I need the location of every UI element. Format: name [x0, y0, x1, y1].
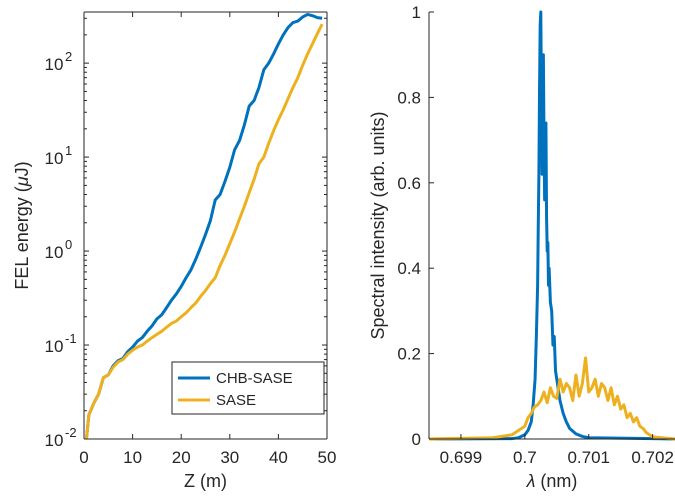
- y-tick-label: 0.8: [397, 88, 421, 107]
- x-tick-label: 0: [79, 448, 88, 467]
- legend-label: SASE: [216, 392, 256, 409]
- x-axis-label: Z (m): [184, 471, 227, 491]
- y-tick-label: 0.2: [397, 345, 421, 364]
- y-tick-label: 10: [45, 55, 64, 74]
- y-axis-label-part: J): [12, 161, 32, 176]
- y-tick-label: 0.4: [397, 259, 421, 278]
- x-tick-label: 20: [172, 448, 191, 467]
- y-axis-label: Spectral intensity (arb. units): [368, 111, 388, 339]
- y-tick-label: 10: [45, 337, 64, 356]
- series-line-sase: [84, 23, 324, 440]
- y-tick-label-exponent: 0: [65, 237, 72, 252]
- x-axis-label-part: λ: [526, 471, 536, 491]
- y-axis-label-part: FEL energy (: [12, 186, 32, 289]
- y-tick-label: 0.6: [397, 174, 421, 193]
- y-tick-label-exponent: -2: [65, 425, 77, 440]
- spectrum-panel: 0.699 0.7 0.701 0.702 0 0.2 0.4 0.6 0.8 1 λ (nm) Sp…: [368, 3, 675, 491]
- x-tick-label: 50: [318, 448, 337, 467]
- y-tick-label: 10: [45, 431, 64, 450]
- y-tick-label-exponent: 2: [65, 49, 72, 64]
- y-tick-label-exponent: 1: [65, 143, 72, 158]
- series-line-chb-sase: [429, 10, 675, 441]
- y-tick-label: 10: [45, 243, 64, 262]
- x-tick-label: 40: [269, 448, 288, 467]
- series-line-sase: [429, 356, 675, 441]
- x-tick-label: 0.701: [567, 448, 610, 467]
- x-axis-label: λ (nm): [526, 471, 578, 491]
- x-tick-label: 30: [220, 448, 239, 467]
- legend-label: CHB-SASE: [216, 370, 293, 387]
- y-axis-label-part: μ: [12, 176, 32, 187]
- legend-box: [171, 361, 325, 415]
- x-tick-label: 0.702: [631, 448, 674, 467]
- x-tick-label: 10: [123, 448, 142, 467]
- x-axis-label-part: (nm): [535, 471, 577, 491]
- y-tick-label-exponent: -1: [65, 331, 77, 346]
- y-tick-label: 1: [412, 3, 421, 22]
- y-axis-label: FEL energy (μJ): [12, 161, 32, 289]
- y-tick-label: 10: [45, 149, 64, 168]
- y-tick-label: 0: [412, 430, 421, 449]
- x-tick-label: 0.7: [513, 448, 537, 467]
- x-tick-label: 0.699: [440, 448, 483, 467]
